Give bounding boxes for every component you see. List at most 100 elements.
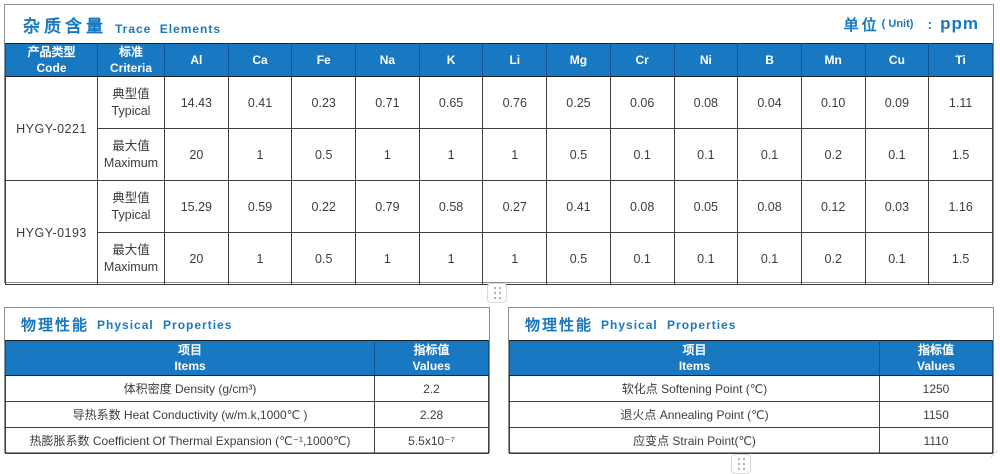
code-cell: HYGY-0221 [5, 76, 98, 182]
column-header-code: 产品类型 Code [5, 42, 98, 78]
column-header-element: Cu [864, 42, 930, 78]
value-cell: 1.5 [928, 232, 993, 286]
value-cell: 1 [482, 232, 548, 286]
value-cell: 20 [164, 128, 229, 182]
resize-corner-icon[interactable] [990, 449, 999, 458]
values-header-zh: 指标值 [917, 342, 954, 357]
value-cell: 1.16 [928, 180, 993, 234]
criteria-header-zh: 标准 [118, 45, 143, 59]
table-row: 应变点 Strain Point(℃) 1110 [509, 427, 993, 454]
physical-right-title-bar: 物理性能 Physical Properties [509, 308, 993, 340]
items-header-en: Items [678, 359, 711, 373]
value-cell: 0.12 [800, 180, 866, 234]
value-cell: 1 [227, 232, 293, 286]
table-row: 导热系数 Heat Conductivity (w/m.k,1000℃ ) 2.… [5, 401, 489, 428]
property-item: 软化点 Softening Point (℃) [509, 375, 880, 402]
value-cell: 0.10 [800, 76, 866, 130]
value-cell: 0.1 [609, 232, 675, 286]
code-cell: HYGY-0193 [5, 180, 98, 286]
table-row: 退火点 Annealing Point (℃) 1150 [509, 401, 993, 428]
column-header-element: Mg [546, 42, 611, 78]
value-cell: 0.65 [418, 76, 484, 130]
column-header-items: 项目 Items [5, 340, 375, 376]
value-cell: 0.5 [291, 128, 357, 182]
value-cell: 0.1 [864, 128, 930, 182]
value-cell: 0.59 [227, 180, 293, 234]
criteria-zh: 最大值 [112, 139, 150, 153]
property-item: 应变点 Strain Point(℃) [509, 427, 880, 454]
trace-title-en: Trace Elements [115, 21, 222, 36]
property-value: 1110 [879, 427, 993, 454]
value-cell: 0.2 [800, 128, 866, 182]
value-cell: 1 [227, 128, 293, 182]
value-cell: 1 [482, 128, 548, 182]
criteria-zh: 典型值 [112, 87, 150, 101]
drag-handle-icon[interactable] [731, 454, 751, 474]
value-cell: 0.06 [609, 76, 675, 130]
code-header-zh: 产品类型 [27, 45, 76, 59]
table-row: 体积密度 Density (g/cm³) 2.2 [5, 375, 489, 402]
physical-right-title-zh: 物理性能 [525, 316, 594, 334]
property-item: 热膨胀系数 Coefficient Of Thermal Expansion (… [5, 427, 375, 454]
value-cell: 20 [164, 232, 229, 286]
value-cell: 0.1 [673, 128, 739, 182]
criteria-zh: 最大值 [112, 243, 150, 257]
value-cell: 0.1 [673, 232, 739, 286]
criteria-header-en: Criteria [109, 61, 153, 76]
value-cell: 0.1 [737, 232, 802, 286]
value-cell: 1.11 [928, 76, 993, 130]
unit-zh: 单位 [843, 16, 880, 34]
value-cell: 1 [355, 232, 420, 286]
physical-left-title-zh: 物理性能 [21, 316, 90, 334]
trace-elements-table: 产品类型 Code 标准 Criteria Al Ca Fe Na K Li M… [5, 42, 993, 286]
criteria-cell: 最大值 Maximum [97, 232, 165, 286]
property-item: 导热系数 Heat Conductivity (w/m.k,1000℃ ) [5, 401, 375, 428]
value-cell: 0.41 [227, 76, 293, 130]
criteria-cell: 典型值 Typical [97, 76, 165, 130]
column-header-element: Mn [800, 42, 866, 78]
property-item: 退火点 Annealing Point (℃) [509, 401, 880, 428]
physical-left-title-en: Physical Properties [97, 318, 233, 332]
value-cell: 14.43 [164, 76, 229, 130]
value-cell: 0.1 [609, 128, 675, 182]
value-cell: 1 [355, 128, 420, 182]
physical-right-header-row: 项目 Items 指标值 Values [509, 340, 993, 376]
trace-title: 杂质含量 Trace Elements [23, 12, 221, 37]
values-header-en: Values [412, 359, 451, 373]
column-header-criteria: 标准 Criteria [97, 42, 165, 78]
value-cell: 0.22 [291, 180, 357, 234]
value-cell: 0.76 [482, 76, 548, 130]
trace-elements-card: 杂质含量 Trace Elements 单位 ( Unit) : ppm 产品类型… [4, 4, 994, 286]
value-cell: 0.79 [355, 180, 420, 234]
value-cell: 0.09 [864, 76, 930, 130]
column-header-element: Cr [609, 42, 675, 78]
column-header-element: Fe [291, 42, 357, 78]
value-cell: 0.1 [737, 128, 802, 182]
value-cell: 0.05 [673, 180, 739, 234]
column-header-element: Ti [928, 42, 993, 78]
column-header-items: 项目 Items [509, 340, 880, 376]
column-header-element: Ni [673, 42, 739, 78]
table-row: 热膨胀系数 Coefficient Of Thermal Expansion (… [5, 427, 489, 454]
value-cell: 0.58 [418, 180, 484, 234]
table-row: 最大值 Maximum 20 1 0.5 1 1 1 0.5 0.1 0.1 0… [6, 128, 993, 182]
value-cell: 0.2 [800, 232, 866, 286]
property-item: 体积密度 Density (g/cm³) [5, 375, 375, 402]
column-header-element: Al [164, 42, 229, 78]
column-header-values: 指标值 Values [374, 340, 489, 376]
value-cell: 0.5 [546, 128, 611, 182]
physical-left-header-row: 项目 Items 指标值 Values [5, 340, 489, 376]
criteria-en: Maximum [103, 155, 159, 170]
physical-properties-right-card: 物理性能 Physical Properties 项目 Items 指标值 Va… [508, 307, 994, 454]
physical-properties-right-table: 项目 Items 指标值 Values 软化点 Softening Point … [509, 340, 993, 454]
unit-colon: : [927, 16, 933, 32]
items-header-zh: 项目 [682, 342, 707, 357]
criteria-cell: 典型值 Typical [97, 180, 165, 234]
physical-properties-left-table: 项目 Items 指标值 Values 体积密度 Density (g/cm³)… [5, 340, 489, 454]
drag-handle-icon[interactable] [487, 283, 507, 303]
trace-header-row: 产品类型 Code 标准 Criteria Al Ca Fe Na K Li M… [5, 42, 993, 78]
table-row: 最大值 Maximum 20 1 0.5 1 1 1 0.5 0.1 0.1 0… [6, 232, 993, 286]
table-row: HYGY-0193 典型值 Typical 15.29 0.59 0.22 0.… [5, 180, 993, 286]
table-row: 软化点 Softening Point (℃) 1250 [509, 375, 993, 402]
criteria-en: Maximum [103, 259, 159, 274]
